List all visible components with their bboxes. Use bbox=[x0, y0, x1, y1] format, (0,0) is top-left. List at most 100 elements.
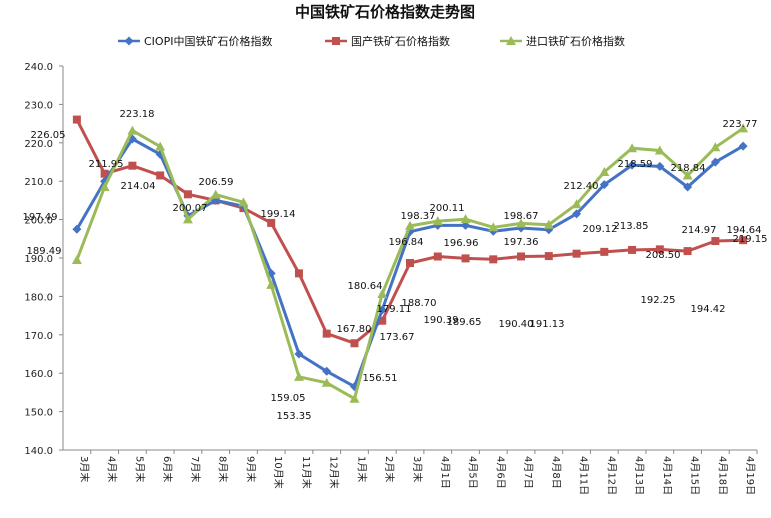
axes: 140.0 150.0 160.0 170.0 180.0 190.0 200.0 210.0… bbox=[24, 62, 758, 495]
y-tick-label: 220.0 bbox=[24, 139, 53, 150]
x-tick-label: 4月15日 bbox=[689, 456, 701, 495]
x-tick-label: 3月末 bbox=[78, 456, 91, 482]
data-point-1 bbox=[433, 252, 442, 261]
data-label: 194.42 bbox=[691, 304, 726, 315]
data-point-1 bbox=[739, 236, 748, 245]
data-label: 190.40 bbox=[499, 319, 534, 330]
data-point-1 bbox=[294, 269, 303, 278]
data-label: 180.64 bbox=[348, 281, 383, 292]
data-point-1 bbox=[517, 252, 526, 261]
data-point-1 bbox=[350, 339, 359, 348]
data-point-1 bbox=[128, 161, 137, 170]
data-point-1 bbox=[711, 237, 720, 246]
x-tick-label: 4月7日 bbox=[522, 456, 534, 489]
data-label: 188.70 bbox=[402, 298, 437, 309]
data-label: 218.84 bbox=[671, 163, 706, 174]
x-tick-label: 4月13日 bbox=[633, 456, 645, 495]
y-tick-label: 140.0 bbox=[24, 446, 53, 457]
data-label: 189.65 bbox=[447, 317, 482, 328]
data-point-2 bbox=[654, 145, 665, 155]
data-label: 226.05 bbox=[31, 130, 66, 141]
data-label: 214.97 bbox=[682, 225, 717, 236]
data-point-1 bbox=[600, 247, 609, 256]
x-tick-label: 7月末 bbox=[189, 456, 202, 482]
y-tick-label: 170.0 bbox=[24, 331, 53, 342]
x-tick-label: 4月1日 bbox=[439, 456, 451, 489]
data-label: 223.77 bbox=[723, 119, 758, 130]
legend-item: 国产铁矿石价格指数 bbox=[351, 34, 450, 48]
data-label: 199.14 bbox=[261, 209, 296, 220]
data-point-2 bbox=[571, 199, 582, 209]
data-label: 200.07 bbox=[173, 203, 208, 214]
x-tick-label: 11月末 bbox=[300, 456, 313, 489]
data-point-1 bbox=[628, 245, 637, 254]
data-point-2 bbox=[432, 216, 443, 226]
legend-item: 进口铁矿石价格指数 bbox=[526, 34, 625, 48]
data-point-1 bbox=[378, 316, 387, 325]
data-point-2 bbox=[710, 142, 721, 152]
data-label: 206.59 bbox=[199, 177, 234, 188]
data-point-1 bbox=[489, 255, 498, 264]
legend-item: CIOPI中国铁矿石价格指数 bbox=[144, 34, 272, 48]
data-label: 219.15 bbox=[733, 234, 768, 245]
data-point-2 bbox=[516, 218, 527, 228]
x-tick-label: 4月5日 bbox=[467, 456, 479, 489]
data-point-2 bbox=[627, 143, 638, 153]
data-point-2 bbox=[488, 222, 499, 232]
data-label: 194.64 bbox=[727, 225, 762, 236]
data-point-1 bbox=[100, 169, 109, 178]
chart-title: 中国铁矿石价格指数走势图 bbox=[295, 3, 475, 21]
data-point-2 bbox=[71, 254, 82, 264]
data-point-1 bbox=[544, 252, 553, 261]
data-point-2 bbox=[321, 377, 332, 387]
legend: CIOPI中国铁矿石价格指数 国产铁矿石价格指数 进口铁矿石价格指数 bbox=[118, 34, 625, 48]
data-label: 198.67 bbox=[504, 211, 539, 222]
x-tick-label: 9月末 bbox=[244, 456, 257, 482]
data-point-0 bbox=[294, 349, 304, 359]
data-point-0 bbox=[738, 141, 748, 151]
data-point-2 bbox=[405, 220, 415, 230]
data-label: 200.11 bbox=[430, 203, 465, 214]
data-label: 153.35 bbox=[277, 411, 312, 422]
data-point-2 bbox=[182, 214, 193, 224]
x-tick-label: 8月末 bbox=[217, 456, 230, 482]
legend-marker bbox=[332, 37, 340, 45]
y-tick-label: 240.0 bbox=[24, 62, 53, 73]
data-point-1 bbox=[72, 115, 81, 124]
data-point-2 bbox=[266, 279, 277, 289]
data-label: 196.96 bbox=[444, 238, 479, 249]
y-tick-label: 150.0 bbox=[24, 408, 53, 419]
data-point-2 bbox=[543, 219, 554, 229]
data-point-1 bbox=[655, 245, 664, 254]
x-tick-label: 4月8日 bbox=[550, 456, 562, 489]
data-point-0 bbox=[710, 157, 720, 167]
data-point-2 bbox=[238, 197, 249, 207]
data-point-1 bbox=[156, 171, 165, 180]
x-tick-label: 4月18日 bbox=[716, 456, 728, 495]
data-label: 198.37 bbox=[401, 211, 436, 222]
data-label: 196.84 bbox=[389, 237, 424, 248]
data-point-1 bbox=[461, 254, 470, 263]
data-label: 179.11 bbox=[377, 304, 412, 315]
x-tick-label: 4月19日 bbox=[744, 456, 756, 495]
data-point-1 bbox=[322, 329, 331, 338]
data-point-2 bbox=[460, 214, 471, 224]
data-label: 191.13 bbox=[530, 319, 565, 330]
data-label: 167.80 bbox=[337, 324, 372, 335]
data-point-0 bbox=[322, 366, 332, 376]
data-point-2 bbox=[377, 288, 388, 298]
y-tick-label: 210.0 bbox=[24, 177, 53, 188]
data-label: 208.50 bbox=[646, 250, 681, 261]
x-tick-label: 4月14日 bbox=[661, 456, 673, 495]
data-point-0 bbox=[683, 182, 693, 192]
data-label: 214.04 bbox=[121, 181, 156, 192]
data-point-2 bbox=[155, 141, 166, 151]
data-point-0 bbox=[599, 180, 609, 190]
x-tick-label: 3月末 bbox=[411, 456, 424, 482]
y-tick-label: 190.0 bbox=[24, 254, 53, 265]
data-point-2 bbox=[210, 189, 221, 199]
data-point-2 bbox=[99, 181, 110, 191]
data-point-1 bbox=[572, 249, 581, 258]
